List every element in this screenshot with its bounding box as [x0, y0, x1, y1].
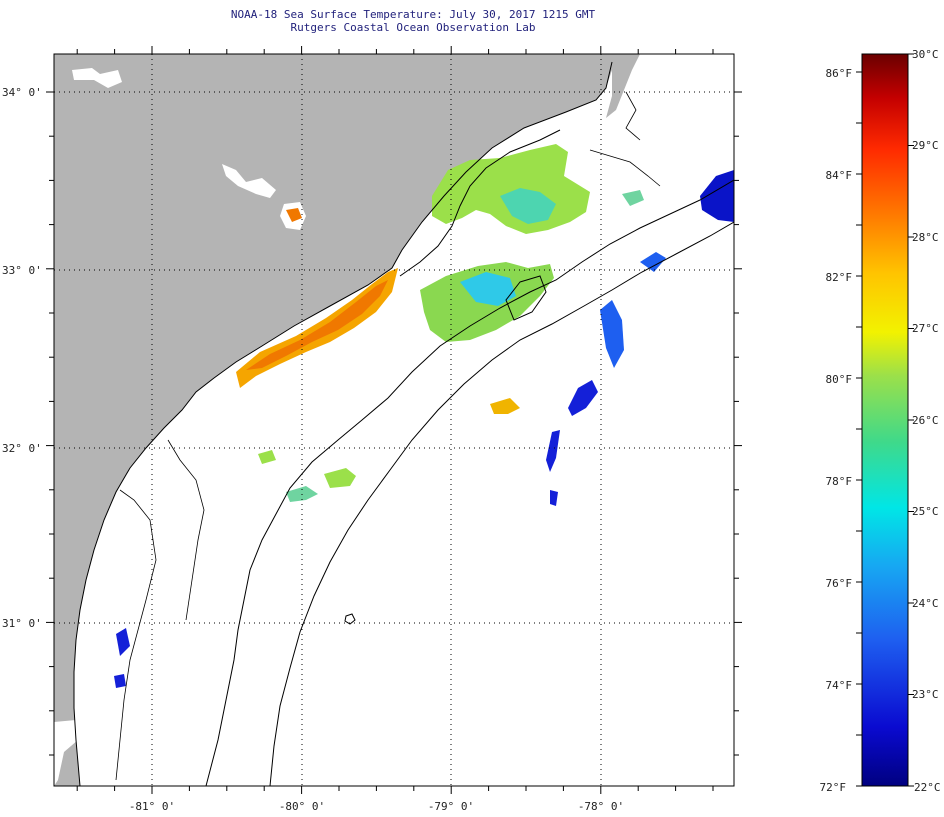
- colorbar-f-label: 72°F: [820, 781, 847, 794]
- sst-cold-patch: [640, 252, 666, 272]
- lat-label: 34° 0': [2, 86, 42, 99]
- seamount-contour: [344, 613, 356, 625]
- sst-warm-band-core: [246, 280, 388, 370]
- isobath-shelf: [205, 179, 734, 786]
- colorbar-c-label: 30°C: [912, 48, 939, 61]
- colorbar: [861, 53, 909, 787]
- colorbar-f-label: 80°F: [826, 373, 853, 386]
- lon-label: -78° 0': [578, 800, 624, 813]
- cloud-patch: [72, 68, 122, 88]
- sst-cold-patch: [114, 674, 126, 688]
- axis-ticks: [46, 46, 742, 794]
- colorbar-f-label: 74°F: [826, 679, 853, 692]
- colorbar-f-label: 84°F: [826, 169, 853, 182]
- colorbar-c-label: 24°C: [912, 597, 939, 610]
- lat-label: 33° 0': [2, 264, 42, 277]
- colorbar-f-label: 76°F: [826, 577, 853, 590]
- sst-cold-patch: [116, 628, 130, 656]
- land-mass-ne: [606, 54, 640, 118]
- map-frame: [53, 53, 735, 787]
- colorbar-c-label: 25°C: [912, 505, 939, 518]
- colorbar-f-label: 86°F: [826, 67, 853, 80]
- sst-cold-patch: [600, 300, 624, 368]
- colorbar-c-label: 29°C: [912, 139, 939, 152]
- isobath-slope: [269, 221, 734, 786]
- colorbar-c-label: 26°C: [912, 414, 939, 427]
- map-subtitle: Rutgers Coastal Ocean Observation Lab: [290, 21, 536, 34]
- isobath-inner: [399, 129, 561, 277]
- colorbar-c-label: 22°C: [914, 781, 941, 794]
- sst-cold-patch: [700, 170, 734, 222]
- coastal-sounds: [115, 91, 661, 781]
- lon-label: -81° 0': [129, 800, 175, 813]
- land-mass: [54, 54, 612, 786]
- sst-cold-patch: [568, 380, 598, 416]
- sst-patch-small: [622, 190, 644, 206]
- inner-ring: [505, 275, 547, 321]
- sst-patch-cyan: [500, 188, 556, 224]
- sst-patch-small: [324, 468, 356, 488]
- sst-warm-spot: [286, 208, 302, 222]
- lon-label: -80° 0': [279, 800, 325, 813]
- sst-patch-small: [490, 398, 520, 414]
- lat-label: 31° 0': [2, 617, 42, 630]
- lat-label: 32° 0': [2, 442, 42, 455]
- colorbar-f-label: 82°F: [826, 271, 853, 284]
- map-title: NOAA-18 Sea Surface Temperature: July 30…: [230, 8, 596, 21]
- colorbar-c-label: 27°C: [912, 322, 939, 335]
- sst-cold-patch: [550, 490, 558, 506]
- cloud-patch: [54, 720, 78, 786]
- graticule: [54, 54, 734, 786]
- colorbar-f-label: 78°F: [826, 475, 853, 488]
- coastline: [73, 61, 613, 786]
- colorbar-c-label: 28°C: [912, 231, 939, 244]
- colorbar-ticks: [856, 53, 914, 787]
- colorbar-c-label: 23°C: [912, 688, 939, 701]
- sst-patch-small: [258, 450, 276, 464]
- sst-cold-patch: [546, 430, 560, 472]
- cloud-patch: [222, 164, 276, 198]
- lon-label: -79° 0': [428, 800, 474, 813]
- sst-patch-cyan: [460, 272, 516, 306]
